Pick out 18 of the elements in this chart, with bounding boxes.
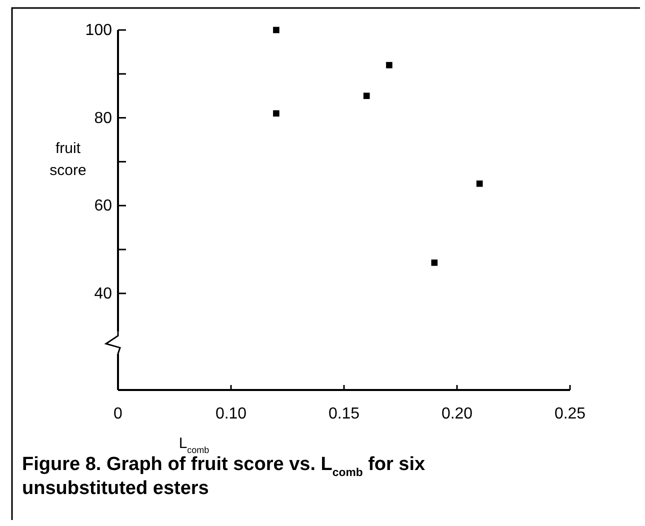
- x-tick-label: 0.20: [441, 406, 473, 423]
- point: [363, 92, 370, 100]
- y-tick-label: 80: [94, 110, 112, 127]
- point: [476, 180, 483, 187]
- x-tick-label: 0.10: [215, 406, 247, 423]
- x-tick-label: 0.15: [328, 406, 360, 423]
- point: [431, 260, 438, 266]
- point: [273, 110, 280, 117]
- text: Figure 8. Graph of fruit score vs. L$_{comb}$ for six unsubstituted esters: [22, 454, 426, 499]
- y-tick-label: 40: [94, 286, 112, 303]
- point: [273, 26, 280, 34]
- y-axis-title: fruit score: [50, 140, 86, 179]
- x-tick-label: 0.25: [554, 406, 586, 423]
- x-tick-label: 0: [114, 406, 123, 423]
- y-tick-label: 60: [94, 198, 112, 215]
- y-tick-label: 100: [85, 22, 112, 40]
- point: [386, 62, 392, 68]
- x-axis-title: L$_{comb}$: [178, 435, 210, 455]
